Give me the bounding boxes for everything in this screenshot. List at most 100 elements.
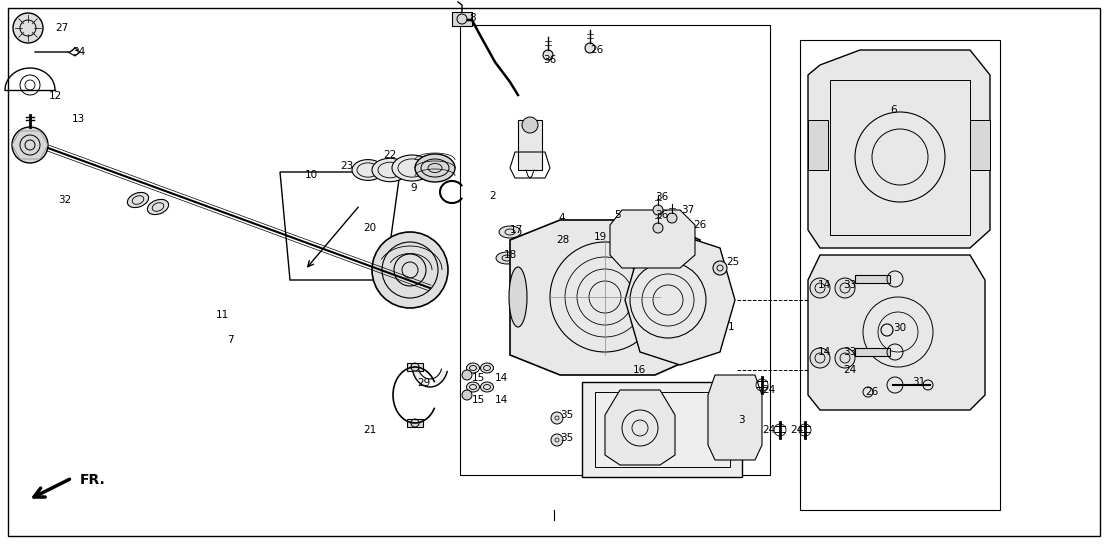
- Text: 4: 4: [558, 213, 565, 223]
- Text: 36: 36: [543, 55, 556, 65]
- Text: 2: 2: [489, 191, 495, 201]
- Circle shape: [667, 213, 677, 223]
- Circle shape: [714, 261, 727, 275]
- Ellipse shape: [127, 193, 148, 208]
- Polygon shape: [510, 220, 700, 375]
- Text: 33: 33: [843, 347, 856, 357]
- Bar: [519, 120, 542, 170]
- Bar: [800, 40, 1001, 510]
- Text: 24: 24: [762, 425, 776, 435]
- Text: 26: 26: [589, 45, 603, 55]
- Ellipse shape: [481, 363, 493, 373]
- Ellipse shape: [372, 158, 408, 182]
- Text: 15: 15: [472, 373, 485, 383]
- Text: 27: 27: [55, 23, 69, 33]
- Bar: [808, 120, 828, 170]
- Text: 17: 17: [510, 225, 523, 235]
- Bar: [460, 25, 770, 475]
- Ellipse shape: [509, 267, 527, 327]
- Polygon shape: [708, 375, 762, 460]
- Text: 1: 1: [728, 322, 735, 332]
- Text: 37: 37: [681, 205, 695, 215]
- Circle shape: [543, 50, 553, 60]
- Ellipse shape: [147, 200, 168, 214]
- Text: 36: 36: [655, 192, 668, 202]
- Text: FR.: FR.: [80, 473, 105, 487]
- Circle shape: [551, 412, 563, 424]
- Circle shape: [462, 390, 472, 400]
- Text: 26: 26: [692, 220, 706, 230]
- Bar: [407, 363, 423, 371]
- Text: 32: 32: [58, 195, 71, 205]
- Text: 14: 14: [495, 395, 509, 405]
- Text: 26: 26: [865, 387, 879, 397]
- Text: 6: 6: [890, 105, 896, 115]
- Text: 18: 18: [504, 250, 517, 260]
- Circle shape: [653, 223, 663, 233]
- Text: 29: 29: [417, 378, 430, 388]
- Bar: [855, 348, 890, 356]
- Text: 13: 13: [72, 114, 85, 124]
- Text: 30: 30: [893, 323, 906, 333]
- Text: 14: 14: [495, 373, 509, 383]
- Text: 35: 35: [560, 410, 573, 420]
- Bar: [595, 392, 730, 467]
- Text: 14: 14: [818, 347, 831, 357]
- Ellipse shape: [352, 159, 384, 181]
- Bar: [830, 80, 970, 235]
- Text: 23: 23: [340, 161, 353, 171]
- Circle shape: [835, 278, 855, 298]
- Circle shape: [653, 205, 663, 215]
- Circle shape: [13, 13, 43, 43]
- Ellipse shape: [496, 252, 519, 264]
- Text: 12: 12: [49, 91, 62, 101]
- Text: 3: 3: [738, 415, 745, 425]
- Text: 11: 11: [216, 310, 229, 320]
- Polygon shape: [605, 390, 675, 465]
- Bar: [582, 382, 742, 477]
- Text: 28: 28: [556, 235, 570, 245]
- Ellipse shape: [683, 267, 701, 327]
- Text: 24: 24: [762, 385, 776, 395]
- Text: 25: 25: [726, 257, 739, 267]
- Bar: [452, 12, 472, 26]
- Text: 8: 8: [469, 13, 475, 23]
- Text: 24: 24: [843, 365, 856, 375]
- Circle shape: [372, 232, 448, 308]
- Polygon shape: [611, 210, 695, 268]
- Polygon shape: [625, 235, 735, 365]
- Text: 14: 14: [818, 280, 831, 290]
- Ellipse shape: [416, 154, 455, 182]
- Polygon shape: [808, 255, 985, 410]
- Text: 20: 20: [363, 223, 376, 233]
- Text: 35: 35: [560, 433, 573, 443]
- Text: 22: 22: [383, 150, 397, 160]
- Circle shape: [551, 434, 563, 446]
- Text: 15: 15: [472, 395, 485, 405]
- Circle shape: [835, 348, 855, 368]
- Text: 9: 9: [410, 183, 417, 193]
- Ellipse shape: [481, 382, 493, 392]
- Circle shape: [12, 127, 48, 163]
- Circle shape: [810, 348, 830, 368]
- Text: 33: 33: [843, 280, 856, 290]
- Text: 5: 5: [614, 210, 620, 220]
- Ellipse shape: [499, 226, 521, 238]
- Text: 21: 21: [363, 425, 377, 435]
- Text: 19: 19: [594, 232, 607, 242]
- Bar: [407, 419, 423, 427]
- Text: 7: 7: [227, 335, 234, 345]
- Text: 31: 31: [912, 377, 925, 387]
- Text: 16: 16: [633, 365, 646, 375]
- Ellipse shape: [466, 363, 480, 373]
- Circle shape: [522, 117, 538, 133]
- Ellipse shape: [466, 382, 480, 392]
- Circle shape: [462, 370, 472, 380]
- Polygon shape: [808, 50, 991, 248]
- Text: 24: 24: [790, 425, 803, 435]
- Bar: [855, 275, 890, 283]
- Ellipse shape: [392, 155, 432, 181]
- Text: 36: 36: [655, 210, 668, 220]
- Circle shape: [585, 43, 595, 53]
- Circle shape: [810, 278, 830, 298]
